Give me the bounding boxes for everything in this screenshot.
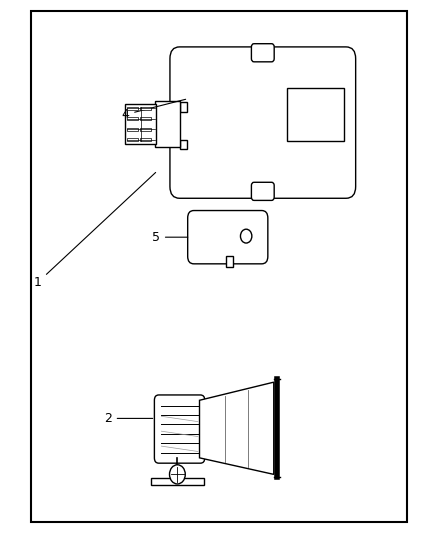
FancyBboxPatch shape [187, 211, 268, 264]
Bar [226, 256, 233, 266]
Bar [180, 102, 187, 112]
Bar [127, 107, 138, 110]
Circle shape [170, 465, 185, 484]
Bar [140, 127, 151, 131]
Text: 4: 4 [121, 99, 186, 121]
Bar [155, 101, 180, 147]
FancyBboxPatch shape [251, 182, 274, 200]
Circle shape [240, 229, 252, 243]
Bar [140, 107, 151, 110]
FancyBboxPatch shape [170, 47, 356, 198]
Polygon shape [199, 382, 274, 474]
Bar [151, 478, 204, 485]
Bar [140, 138, 151, 141]
Text: 5: 5 [152, 231, 188, 244]
Bar [127, 138, 138, 141]
Bar [127, 127, 138, 131]
Bar [31, 11, 407, 522]
Bar [287, 88, 344, 141]
Bar [140, 117, 151, 120]
Text: 1: 1 [34, 173, 155, 289]
FancyBboxPatch shape [154, 395, 205, 463]
FancyBboxPatch shape [251, 44, 274, 62]
Bar [180, 140, 187, 149]
Bar [127, 117, 138, 120]
Text: 2: 2 [104, 412, 153, 425]
Bar [125, 104, 156, 144]
